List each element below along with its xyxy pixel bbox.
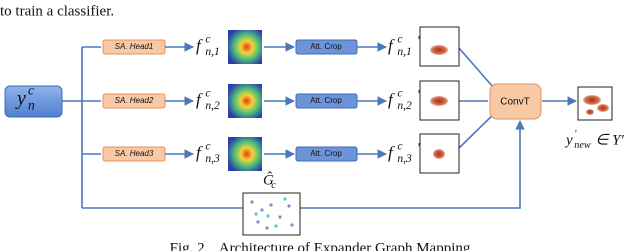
math-prime: ′ (418, 33, 421, 48)
math-sub: n,2 (397, 99, 412, 112)
body-text: to train a classifier. (0, 3, 114, 19)
sa-head-label: SA. Head1 (115, 42, 154, 51)
math-base: y (564, 132, 573, 148)
math-sub: new (574, 140, 591, 151)
math-rel: ∈ Y′ (595, 132, 624, 148)
math-base: f (388, 90, 395, 109)
math-sup: c (28, 83, 34, 98)
math-base: y (15, 88, 26, 110)
math-base: Ĝ (263, 171, 274, 188)
heatmap-image (228, 137, 262, 171)
crop-blob (430, 96, 448, 106)
math-sup: c (397, 140, 402, 153)
connectors (62, 46, 577, 209)
math-sup: ′ (574, 129, 577, 140)
heatmap-image (228, 84, 262, 118)
heatmap-image (228, 30, 262, 64)
caption: Fig. 2. Architecture of Expander Graph M… (170, 240, 471, 251)
math-prime: ′ (418, 140, 421, 155)
math-base: f (196, 143, 203, 162)
crop-blob (433, 149, 445, 159)
output-image (577, 86, 613, 121)
math-sup: c (205, 87, 210, 100)
math-sub: n,1 (397, 45, 411, 58)
sa-head-label: SA. Head3 (115, 149, 154, 158)
math-sub: n (28, 98, 35, 113)
math-sup: c (205, 140, 210, 153)
crop-blob (430, 45, 448, 55)
math-sup: c (205, 33, 210, 46)
math-sub: c (271, 180, 276, 191)
att-crop-label: Att. Crop (310, 96, 342, 105)
att-crop-label: Att. Crop (310, 42, 342, 51)
math-prime: ′ (418, 87, 421, 102)
math-base: f (388, 143, 395, 162)
branch-lines (62, 46, 101, 208)
sa-head-label: SA. Head2 (115, 96, 154, 105)
input-box (4, 85, 63, 118)
math-sub: n,1 (205, 45, 219, 58)
graph-line (82, 120, 525, 209)
att-crop-label: Att. Crop (310, 149, 342, 158)
math-sup: c (397, 33, 402, 46)
math-base: f (388, 36, 395, 55)
convt-label: ConvT (500, 97, 529, 108)
convt-box (489, 83, 542, 120)
math-sup: c (397, 87, 402, 100)
math-base: f (196, 36, 203, 55)
math-base: f (196, 90, 203, 109)
math-sub: n,2 (205, 99, 220, 112)
math-sub: n,3 (205, 152, 220, 165)
math-sub: n,3 (397, 152, 412, 165)
graph-box (242, 192, 301, 236)
